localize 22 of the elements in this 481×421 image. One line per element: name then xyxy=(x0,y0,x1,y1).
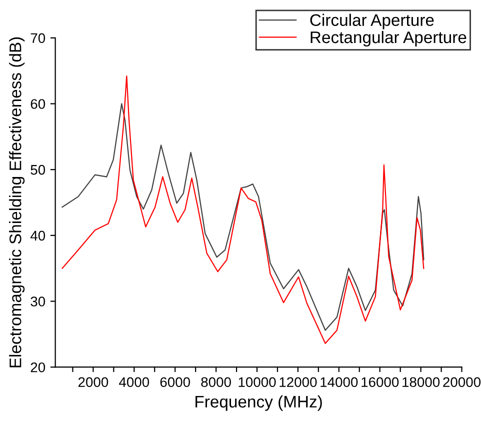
x-tick-label: 18000 xyxy=(402,377,440,388)
x-tick-label: 12000 xyxy=(280,377,317,388)
x-axis-title: Frequency (MHz) xyxy=(196,395,322,411)
x-tick-label: 16000 xyxy=(362,377,399,388)
y-tick-label: 70 xyxy=(30,33,46,44)
y-tick-label: 30 xyxy=(30,296,46,306)
line-series xyxy=(62,103,424,331)
y-tick-label: 40 xyxy=(30,230,46,241)
x-tick-label: 8000 xyxy=(201,377,231,388)
x-tick-label: 2000 xyxy=(78,377,108,388)
x-tick-label: 6000 xyxy=(160,377,190,388)
line-series xyxy=(62,76,424,344)
y-axis-title: Electromagnetic Shielding Effectiveness (dB) xyxy=(9,37,25,368)
x-tick-label: 4000 xyxy=(119,377,150,388)
y-tick-label: 60 xyxy=(30,99,46,109)
x-tick-label: 14000 xyxy=(320,377,358,388)
y-tick-label: 50 xyxy=(30,164,46,175)
x-tick-label: 10000 xyxy=(238,377,276,388)
x-tick-label: 20000 xyxy=(443,377,481,388)
y-tick-label: 20 xyxy=(30,362,46,372)
legend-label: Rectangular Aperture xyxy=(310,30,466,47)
legend-label: Circular Aperture xyxy=(310,14,434,30)
